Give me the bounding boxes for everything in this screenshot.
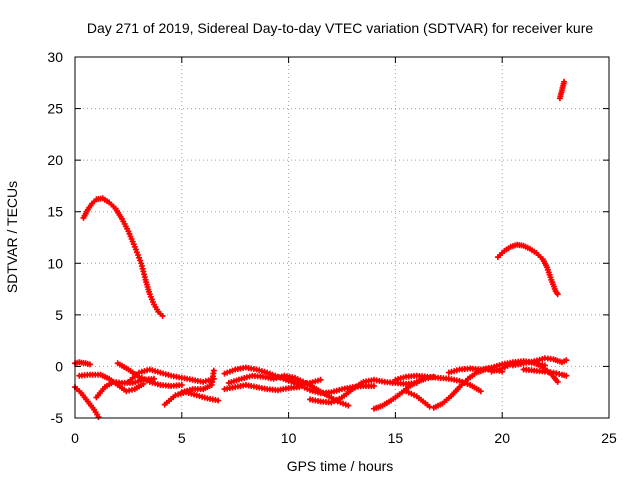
data-point-marker xyxy=(371,383,377,389)
data-point-marker xyxy=(159,312,166,319)
data-point-marker xyxy=(554,291,561,298)
x-tick-label: 15 xyxy=(388,430,404,446)
data-point-marker xyxy=(178,382,185,388)
y-axis-label: SDTVAR / TECUs xyxy=(4,181,20,293)
data-point-marker xyxy=(561,78,568,85)
series-low-e xyxy=(114,360,185,389)
data-point-marker xyxy=(563,357,570,364)
data-points xyxy=(72,78,570,420)
plot-frame xyxy=(74,56,610,419)
x-tick-label: 0 xyxy=(71,430,79,446)
axis-ticks: 0 5 10 15 20 25 -5 0 5 10 15 20 25 30 xyxy=(47,49,617,446)
series-arc-high-morning xyxy=(80,195,166,319)
y-tick-label: 10 xyxy=(47,255,63,271)
data-point-marker xyxy=(95,414,102,420)
x-axis-label: GPS time / hours xyxy=(287,458,394,474)
data-point-marker xyxy=(151,375,157,382)
x-tick-label: 20 xyxy=(494,430,510,446)
y-tick-label: 15 xyxy=(47,204,63,220)
data-point-marker xyxy=(317,376,324,383)
series-low-b xyxy=(72,384,102,420)
data-point-marker xyxy=(563,372,570,379)
series-low-t xyxy=(509,355,570,369)
grid-lines xyxy=(75,57,609,418)
y-tick-label: -5 xyxy=(51,410,64,426)
data-point-marker xyxy=(426,403,433,410)
y-tick-label: 25 xyxy=(47,101,63,117)
x-tick-label: 10 xyxy=(281,430,297,446)
x-tick-label: 5 xyxy=(178,430,186,446)
data-point-marker xyxy=(87,361,93,368)
data-point-marker xyxy=(554,378,561,385)
y-tick-label: 30 xyxy=(47,49,63,65)
series-spike xyxy=(556,78,568,102)
y-tick-label: 5 xyxy=(55,307,63,323)
series-low-o xyxy=(403,388,433,410)
y-tick-label: 20 xyxy=(47,152,63,168)
y-tick-label: 0 xyxy=(55,358,63,374)
series-arc-high-evening xyxy=(494,241,561,298)
series-low-a xyxy=(72,359,93,368)
series-low-j xyxy=(221,382,303,394)
data-point-marker xyxy=(210,367,217,374)
data-point-marker xyxy=(215,397,222,404)
data-point-marker xyxy=(345,402,352,409)
series-low-g xyxy=(161,389,222,408)
series-low-h xyxy=(178,367,217,396)
chart-title: Day 271 of 2019, Sidereal Day-to-day VTE… xyxy=(87,20,593,36)
series-low-u xyxy=(520,366,570,379)
data-point-marker xyxy=(477,388,484,395)
x-tick-label: 25 xyxy=(601,430,617,446)
